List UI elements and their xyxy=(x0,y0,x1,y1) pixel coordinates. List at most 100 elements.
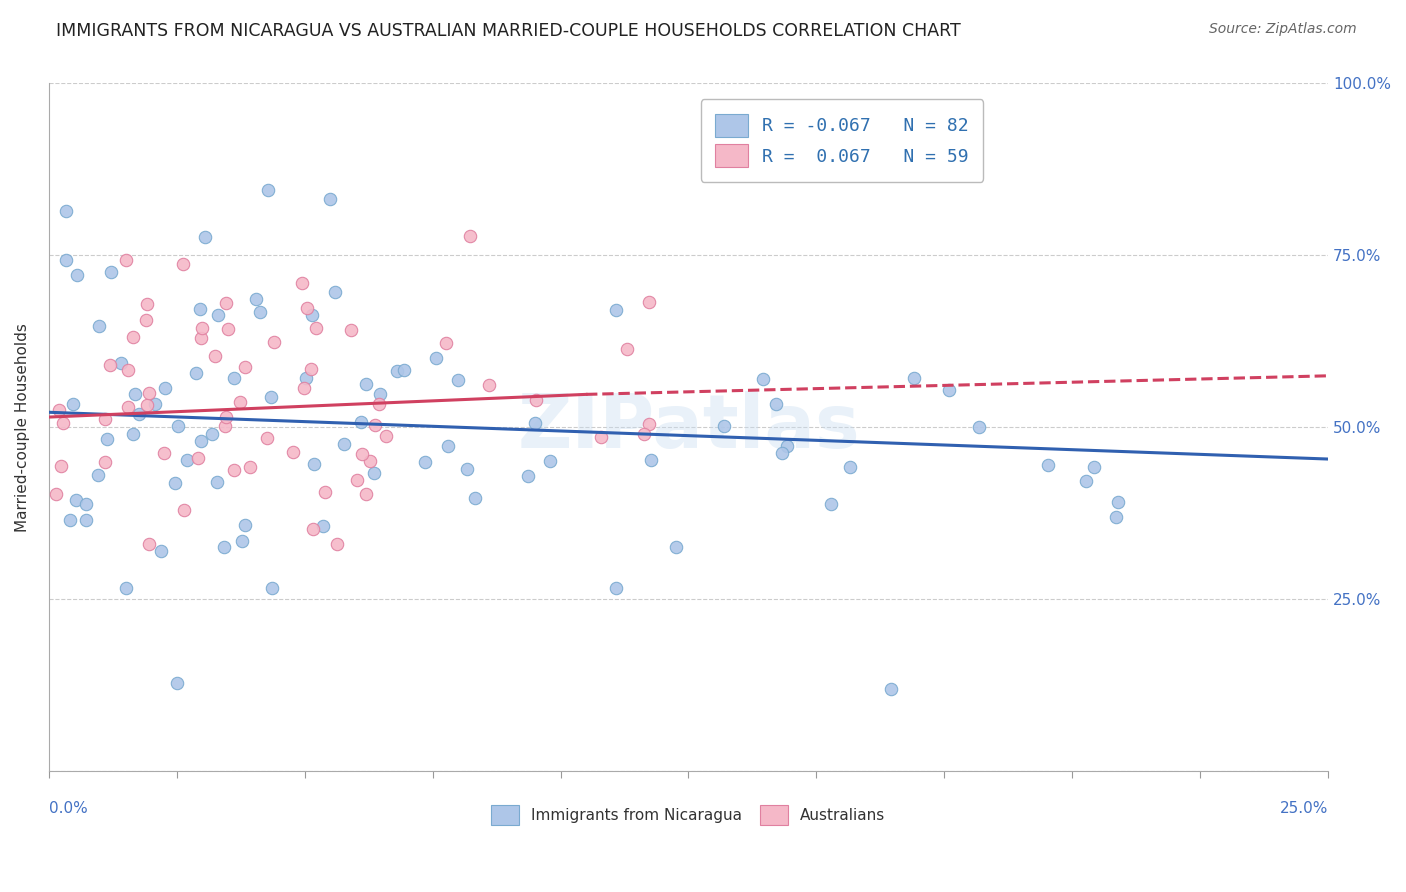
Point xyxy=(354,377,377,392)
Point xyxy=(359,454,381,468)
Point xyxy=(297,301,319,315)
Point xyxy=(128,407,150,421)
Point xyxy=(1074,474,1097,488)
Point xyxy=(190,434,212,448)
Point xyxy=(124,387,146,401)
Point xyxy=(291,277,314,291)
Point xyxy=(314,484,336,499)
Point xyxy=(1105,509,1128,524)
Point xyxy=(364,418,387,433)
Point xyxy=(55,252,77,267)
Point xyxy=(524,393,547,408)
Point xyxy=(94,455,117,469)
Point xyxy=(538,454,561,468)
Text: 25.0%: 25.0% xyxy=(1279,801,1329,815)
Point xyxy=(752,372,775,386)
Point xyxy=(283,445,305,459)
Point xyxy=(969,420,991,434)
Point xyxy=(633,426,655,441)
Point xyxy=(1107,495,1129,509)
Point xyxy=(257,183,280,197)
Point xyxy=(340,323,363,337)
Point xyxy=(770,445,793,459)
Point xyxy=(299,362,322,376)
Point xyxy=(190,331,212,345)
Point xyxy=(616,342,638,356)
Point xyxy=(456,462,478,476)
Point xyxy=(354,487,377,501)
Point xyxy=(172,257,194,271)
Point xyxy=(155,381,177,395)
Point xyxy=(163,476,186,491)
Point xyxy=(122,427,145,442)
Point xyxy=(49,458,72,473)
Text: Source: ZipAtlas.com: Source: ZipAtlas.com xyxy=(1209,22,1357,37)
Point xyxy=(218,322,240,336)
Point xyxy=(136,296,159,310)
Point xyxy=(245,293,267,307)
Point xyxy=(820,497,842,511)
Point xyxy=(375,428,398,442)
Point xyxy=(903,371,925,385)
Point xyxy=(205,475,228,490)
Point xyxy=(48,403,70,417)
Point xyxy=(239,460,262,475)
Point xyxy=(204,349,226,363)
Point xyxy=(214,419,236,434)
Point xyxy=(117,401,139,415)
Point xyxy=(323,285,346,300)
Point xyxy=(222,463,245,477)
Point xyxy=(446,373,468,387)
Point xyxy=(434,335,457,350)
Point xyxy=(776,439,799,453)
Point xyxy=(523,416,546,430)
Point xyxy=(117,363,139,377)
Text: 0.0%: 0.0% xyxy=(49,801,87,815)
Point xyxy=(138,537,160,551)
Point xyxy=(352,447,374,461)
Point xyxy=(55,204,77,219)
Point xyxy=(413,455,436,469)
Point xyxy=(75,513,97,527)
Point xyxy=(87,468,110,483)
Point xyxy=(256,431,278,445)
Point xyxy=(368,387,391,401)
Point xyxy=(45,487,67,501)
Point xyxy=(363,466,385,480)
Point xyxy=(319,192,342,206)
Point xyxy=(605,302,627,317)
Point xyxy=(517,468,540,483)
Point xyxy=(464,491,486,506)
Point xyxy=(385,364,408,378)
Point xyxy=(87,318,110,333)
Point xyxy=(301,308,323,322)
Text: ZIPatlas: ZIPatlas xyxy=(517,391,859,464)
Point xyxy=(212,540,235,554)
Point xyxy=(184,367,207,381)
Point xyxy=(138,385,160,400)
Y-axis label: Married-couple Households: Married-couple Households xyxy=(15,323,30,532)
Point xyxy=(325,537,347,551)
Point xyxy=(249,305,271,319)
Point xyxy=(879,681,901,696)
Point xyxy=(115,252,138,267)
Point xyxy=(135,313,157,327)
Point xyxy=(207,308,229,322)
Point xyxy=(191,321,214,335)
Point xyxy=(94,411,117,425)
Point xyxy=(176,453,198,467)
Point xyxy=(166,419,188,434)
Point xyxy=(231,533,253,548)
Point xyxy=(638,417,661,431)
Point xyxy=(292,381,315,395)
Point xyxy=(153,445,176,459)
Point xyxy=(333,437,356,451)
Point xyxy=(1038,458,1060,473)
Point xyxy=(478,377,501,392)
Point xyxy=(301,522,323,536)
Point xyxy=(425,351,447,365)
Point xyxy=(263,334,285,349)
Point xyxy=(305,320,328,334)
Point xyxy=(392,363,415,377)
Point xyxy=(350,415,373,429)
